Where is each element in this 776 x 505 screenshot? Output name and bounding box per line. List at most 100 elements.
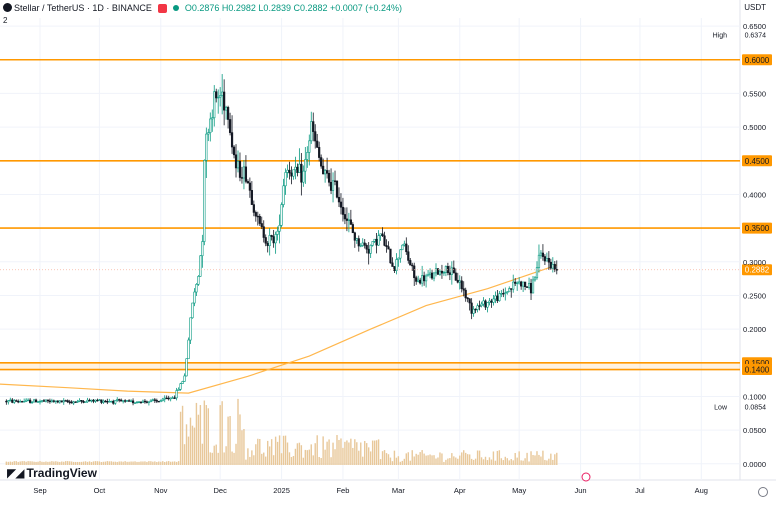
volume-bar <box>512 460 514 465</box>
candle-body <box>34 399 38 403</box>
volume-bar <box>318 456 320 465</box>
candle-body <box>100 399 103 403</box>
volume-bar <box>496 450 499 465</box>
candle-body <box>316 140 319 148</box>
candle-body <box>468 298 471 304</box>
candle-body <box>221 91 224 96</box>
volume-bar <box>328 439 330 465</box>
candle-body <box>539 252 543 256</box>
candle-body <box>405 243 408 253</box>
volume-bar <box>395 457 398 465</box>
candle-body <box>205 133 208 161</box>
candle-body <box>44 399 48 402</box>
candle-body <box>333 180 337 182</box>
volume-bar <box>508 460 510 465</box>
settings-gear-icon[interactable] <box>758 487 768 497</box>
volume-bar <box>43 461 45 465</box>
candle-body <box>510 288 513 290</box>
candle-body <box>310 121 313 142</box>
volume-bar <box>168 461 170 465</box>
candle-body <box>215 91 218 99</box>
volume-bar <box>366 443 368 465</box>
volume-bar <box>110 461 112 465</box>
volume-bar <box>425 455 427 465</box>
volume-bar <box>47 461 49 465</box>
volume-bar <box>552 459 554 465</box>
candle-body <box>15 400 18 402</box>
volume-bar <box>348 442 350 465</box>
candle-body <box>256 215 259 218</box>
candle-body <box>472 308 475 314</box>
x-tick-label: Aug <box>695 486 708 495</box>
candle-body <box>379 233 382 236</box>
candle-body <box>466 297 469 300</box>
alert-icon[interactable] <box>581 472 591 482</box>
candle-body <box>11 399 14 403</box>
volume-bar <box>120 461 122 465</box>
candle-body <box>514 281 517 284</box>
volume-bar <box>510 459 512 465</box>
moving-average-line <box>0 264 557 394</box>
volume-bar <box>506 458 508 465</box>
candle-body <box>543 256 546 262</box>
candle-body <box>236 160 240 169</box>
volume-bar <box>191 425 194 465</box>
volume-bar <box>146 461 148 465</box>
volume-bar <box>209 452 211 465</box>
x-tick-label: Apr <box>454 486 466 495</box>
candle-body <box>234 154 238 169</box>
sell-button[interactable] <box>157 3 167 13</box>
candle-body <box>120 399 123 402</box>
volume-bar <box>286 442 289 465</box>
candle-body <box>209 118 212 133</box>
volume-bar <box>179 411 182 465</box>
volume-bar <box>154 461 156 465</box>
volume-bar <box>17 461 19 465</box>
volume-bar <box>482 459 485 465</box>
candle-body <box>122 400 125 402</box>
indicator-count[interactable]: 2 <box>3 16 8 25</box>
candle-body <box>173 397 176 399</box>
candle-body <box>244 166 248 182</box>
volume-bar <box>393 450 396 465</box>
volume-bar <box>15 461 17 465</box>
candle-body <box>512 281 515 290</box>
volume-bar <box>472 459 475 465</box>
volume-bar <box>118 461 120 465</box>
volume-bar <box>514 452 516 465</box>
volume-bar <box>239 414 241 465</box>
y-tick-label: 0.6500 <box>743 22 766 31</box>
level-tag-label: 0.1500 <box>745 359 770 368</box>
candle-body <box>21 401 24 403</box>
candle-body <box>492 298 495 303</box>
volume-bar <box>367 447 370 465</box>
symbol-title[interactable]: Stellar / TetherUS · 1D · BINANCE <box>14 3 152 13</box>
volume-bar <box>116 461 118 465</box>
candle-body <box>78 400 81 402</box>
candle-body <box>228 119 232 133</box>
candle-body <box>375 238 378 246</box>
candle-body <box>153 399 156 401</box>
volume-bar <box>207 408 209 465</box>
candle-body <box>28 399 32 403</box>
candle-body <box>185 358 188 377</box>
candle-body <box>110 400 113 403</box>
candle-body <box>80 400 83 402</box>
volume-bar <box>413 456 415 465</box>
volume-bar <box>387 454 390 465</box>
volume-bar <box>106 461 109 465</box>
x-tick-label: Jul <box>635 486 645 495</box>
volume-bar <box>37 461 39 465</box>
candle-body <box>391 262 394 267</box>
currency-label[interactable]: USDT <box>744 3 766 12</box>
candle-body <box>36 401 40 403</box>
volume-bar <box>391 461 394 465</box>
volume-bar <box>19 461 21 465</box>
volume-bar <box>45 461 47 465</box>
volume-bar <box>142 461 144 465</box>
candle-body <box>464 289 467 299</box>
y-tick-label: 0.0500 <box>743 426 766 435</box>
